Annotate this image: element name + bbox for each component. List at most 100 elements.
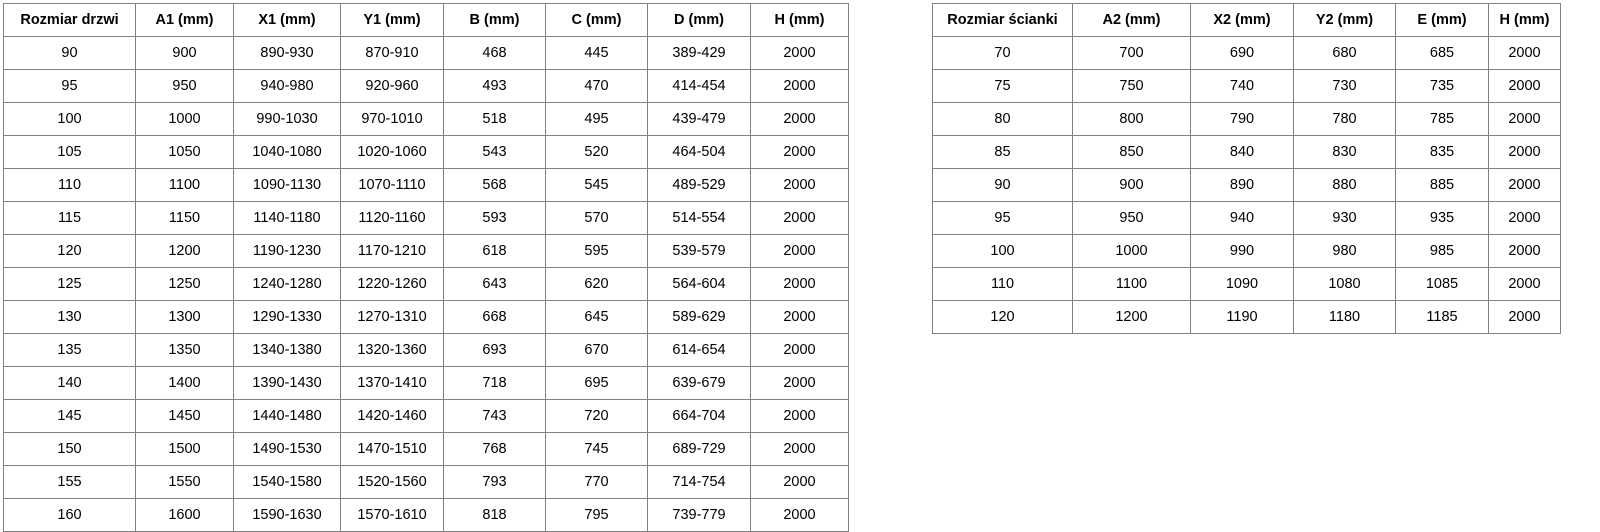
table-header-row: Rozmiar drzwi A1 (mm) X1 (mm) Y1 (mm) B (mm)… (3, 3, 849, 37)
table-cell: 890-930 (233, 36, 341, 70)
table-cell: 539-579 (647, 234, 751, 268)
row-size-label: 110 (3, 168, 136, 202)
table-cell: 780 (1293, 102, 1396, 136)
table-cell: 1050 (135, 135, 234, 169)
table-cell: 2000 (750, 36, 849, 70)
table-cell: 1450 (135, 399, 234, 433)
table-row: 105 1050 1040-1080 1020-1060 543 520 464-504 20… (3, 135, 849, 169)
table-cell: 1120-1160 (340, 201, 444, 235)
table-cell: 2000 (750, 168, 849, 202)
column-header: A1 (mm) (135, 3, 234, 37)
table-cell: 940 (1190, 201, 1294, 235)
table-cell: 2000 (750, 432, 849, 466)
table-cell: 1100 (135, 168, 234, 202)
table-cell: 700 (1072, 36, 1191, 70)
table-cell: 980 (1293, 234, 1396, 268)
table-cell: 1220-1260 (340, 267, 444, 301)
table-cell: 1240-1280 (233, 267, 341, 301)
table-cell: 470 (545, 69, 648, 103)
table-cell: 770 (545, 465, 648, 499)
table-cell: 2000 (1488, 300, 1561, 334)
table-cell: 795 (545, 498, 648, 532)
table-cell: 1150 (135, 201, 234, 235)
door-table-body: 90 900 890-930 870-910 468 445 389-429 2000 95 95… (3, 36, 849, 532)
table-cell: 618 (443, 234, 546, 268)
table-cell: 518 (443, 102, 546, 136)
table-cell: 2000 (750, 498, 849, 532)
table-cell: 885 (1395, 168, 1489, 202)
specification-sheet: Rozmiar drzwi A1 (mm) X1 (mm) Y1 (mm) B (mm)… (3, 3, 1561, 532)
table-row: 95 950 940 930 935 2000 (932, 201, 1561, 235)
door-size-specification-table: Rozmiar drzwi A1 (mm) X1 (mm) Y1 (mm) B (mm)… (3, 3, 849, 532)
table-cell: 589-629 (647, 300, 751, 334)
table-cell: 2000 (750, 333, 849, 367)
table-cell: 1320-1360 (340, 333, 444, 367)
table-cell: 493 (443, 69, 546, 103)
table-cell: 2000 (750, 69, 849, 103)
table-cell: 593 (443, 201, 546, 235)
column-header: H (mm) (1488, 3, 1561, 37)
table-row: 85 850 840 830 835 2000 (932, 135, 1561, 169)
table-cell: 739-779 (647, 498, 751, 532)
table-row: 75 750 740 730 735 2000 (932, 69, 1561, 103)
table-cell: 2000 (750, 201, 849, 235)
table-cell: 543 (443, 135, 546, 169)
row-size-label: 100 (932, 234, 1073, 268)
row-size-label: 145 (3, 399, 136, 433)
table-cell: 695 (545, 366, 648, 400)
table-cell: 900 (1072, 168, 1191, 202)
table-cell: 840 (1190, 135, 1294, 169)
table-header-row: Rozmiar ścianki A2 (mm) X2 (mm) Y2 (mm) E (m… (932, 3, 1561, 37)
table-cell: 1290-1330 (233, 300, 341, 334)
column-header: A2 (mm) (1072, 3, 1191, 37)
wall-table-body: 70 700 690 680 685 2000 75 750 740 730 735 2000 80 80… (932, 36, 1561, 334)
table-cell: 743 (443, 399, 546, 433)
table-cell: 1440-1480 (233, 399, 341, 433)
column-header: Rozmiar ścianki (932, 3, 1073, 37)
table-cell: 645 (545, 300, 648, 334)
row-size-label: 95 (932, 201, 1073, 235)
table-cell: 1540-1580 (233, 465, 341, 499)
table-row: 90 900 890-930 870-910 468 445 389-429 2000 (3, 36, 849, 70)
table-cell: 2000 (750, 135, 849, 169)
column-header: Rozmiar drzwi (3, 3, 136, 37)
table-cell: 793 (443, 465, 546, 499)
table-cell: 564-604 (647, 267, 751, 301)
table-cell: 935 (1395, 201, 1489, 235)
table-cell: 745 (545, 432, 648, 466)
table-cell: 990-1030 (233, 102, 341, 136)
row-size-label: 85 (932, 135, 1073, 169)
table-cell: 495 (545, 102, 648, 136)
table-row: 120 1200 1190-1230 1170-1210 618 595 539-579 20… (3, 234, 849, 268)
table-cell: 880 (1293, 168, 1396, 202)
table-cell: 664-704 (647, 399, 751, 433)
row-size-label: 95 (3, 69, 136, 103)
table-cell: 1420-1460 (340, 399, 444, 433)
table-row: 135 1350 1340-1380 1320-1360 693 670 614-654 20… (3, 333, 849, 367)
table-row: 110 1100 1090-1130 1070-1110 568 545 489-529 20… (3, 168, 849, 202)
table-cell: 730 (1293, 69, 1396, 103)
table-cell: 1340-1380 (233, 333, 341, 367)
table-cell: 1080 (1293, 267, 1396, 301)
table-cell: 985 (1395, 234, 1489, 268)
table-cell: 1140-1180 (233, 201, 341, 235)
table-cell: 970-1010 (340, 102, 444, 136)
table-row: 110 1100 1090 1080 1085 2000 (932, 267, 1561, 301)
row-size-label: 110 (932, 267, 1073, 301)
table-cell: 693 (443, 333, 546, 367)
row-size-label: 160 (3, 498, 136, 532)
table-cell: 2000 (750, 366, 849, 400)
row-size-label: 125 (3, 267, 136, 301)
table-row: 155 1550 1540-1580 1520-1560 793 770 714-754 20… (3, 465, 849, 499)
table-cell: 2000 (750, 102, 849, 136)
column-header: Y1 (mm) (340, 3, 444, 37)
table-cell: 514-554 (647, 201, 751, 235)
table-cell: 714-754 (647, 465, 751, 499)
table-cell: 2000 (1488, 201, 1561, 235)
row-size-label: 155 (3, 465, 136, 499)
row-size-label: 90 (3, 36, 136, 70)
table-cell: 1570-1610 (340, 498, 444, 532)
row-size-label: 135 (3, 333, 136, 367)
column-header: C (mm) (545, 3, 648, 37)
column-header: Y2 (mm) (1293, 3, 1396, 37)
